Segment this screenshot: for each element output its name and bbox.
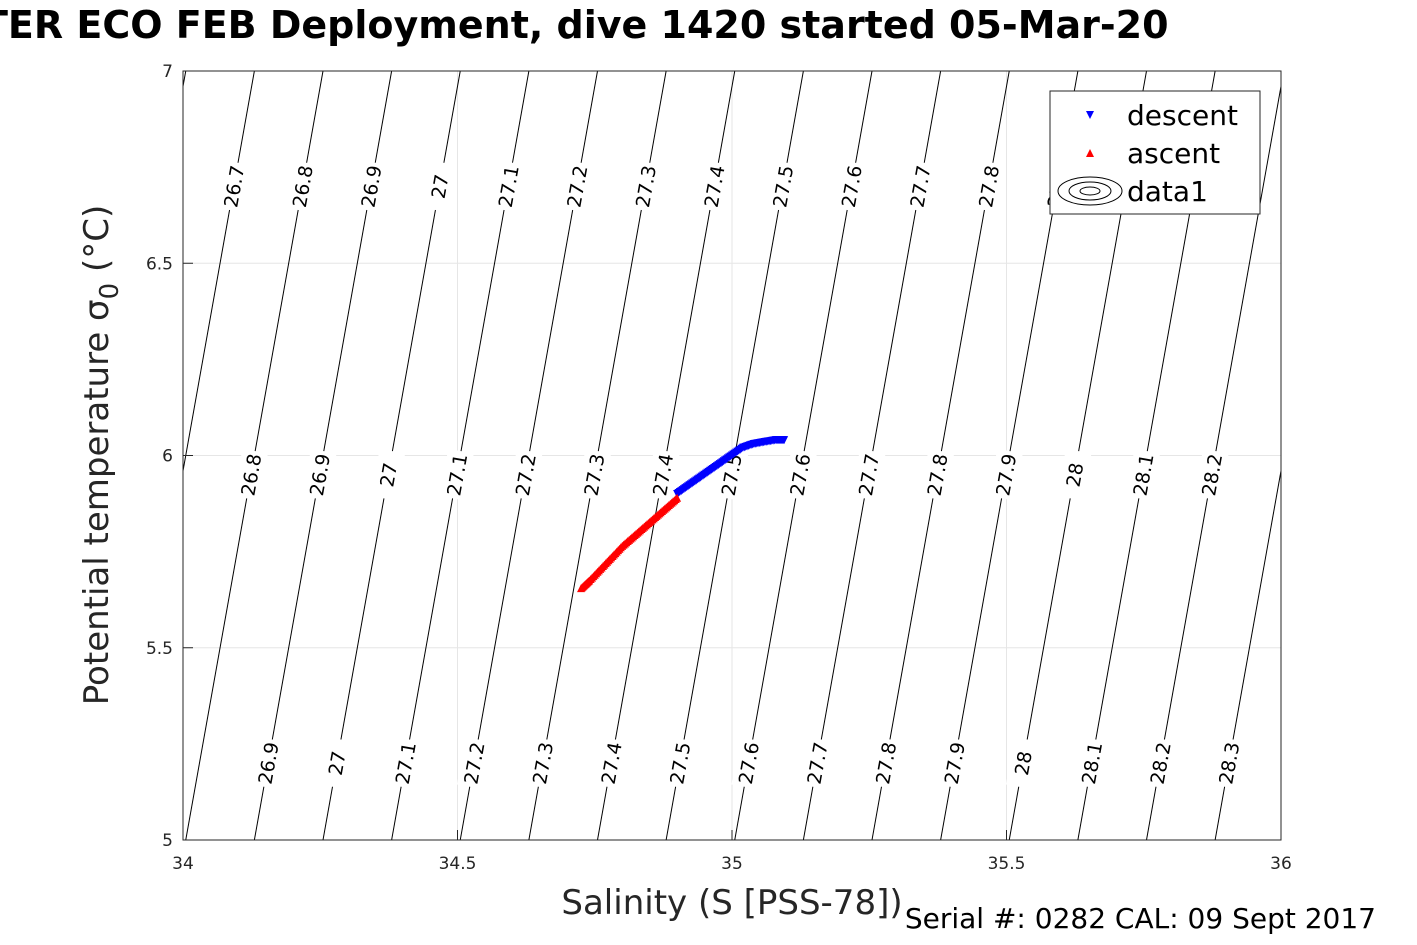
contour-label: 27 (428, 173, 454, 201)
contour-label-bg (1057, 448, 1092, 501)
data-point (1086, 149, 1094, 157)
contour-line (1352, 71, 1417, 840)
contour-label-bg (251, 737, 286, 790)
contour-label-bg (388, 737, 423, 790)
contour-label-bg (920, 448, 955, 501)
x-tick-label: 35.5 (988, 854, 1026, 874)
contour-label: 28 (1062, 461, 1088, 489)
contour-label-bg (800, 737, 835, 790)
legend: descent ascent data1 (1049, 90, 1261, 215)
axis-ticks: 34 34.5 35 35.5 36 5 5.5 6 6.5 7 (146, 62, 1292, 874)
y-axis-label-subscript: 0 (95, 283, 125, 300)
contour-label-bg (302, 448, 337, 501)
contour-label-bg (577, 448, 612, 501)
contour-label-bg (1143, 737, 1178, 790)
contour-label-bg (765, 160, 800, 213)
legend-box (1049, 90, 1261, 215)
contour-label-bg (216, 160, 251, 213)
contour-label-bg (662, 737, 697, 790)
contour-label-bg (731, 737, 766, 790)
contour-label-bg (988, 448, 1023, 501)
legend-label: data1 (1127, 175, 1208, 208)
footer-serial: Serial #: 0282 CAL: 09 Sept 2017 (905, 902, 1376, 935)
contour-label-bg (1126, 448, 1161, 501)
legend-items: descent ascent data1 (1057, 99, 1238, 208)
y-axis-label: Potential temperature σ0 (°C) (77, 205, 125, 705)
legend-label: ascent (1127, 137, 1220, 170)
contour-label: 27 (325, 749, 351, 777)
x-axis-label: Salinity (S [PSS-78]) (561, 883, 902, 923)
contour-label-bg (456, 737, 491, 790)
contour-label-bg (782, 448, 817, 501)
contour-label-bg (525, 737, 560, 790)
contour-label-bg (628, 160, 663, 213)
contour-label-bg (559, 160, 594, 213)
contour-label: 28 (1011, 749, 1037, 777)
x-tick-label: 35 (721, 854, 743, 874)
contour-label-bg (645, 448, 680, 501)
contour-label-bg (903, 160, 938, 213)
chart-title-text: TER ECO FEB Deployment, dive 1420 starte… (0, 3, 1169, 47)
legend-contour-icon (1057, 176, 1123, 206)
contour-label-bg (354, 160, 389, 213)
contour-label-bg (594, 737, 629, 790)
y-tick-label: 7 (162, 62, 173, 82)
contour-label-bg (371, 448, 406, 501)
series-ascent (577, 493, 682, 593)
contour-label-bg (851, 448, 886, 501)
x-tick-label: 36 (1270, 854, 1292, 874)
contour-label-bg (439, 448, 474, 501)
contour-label-bg (1074, 737, 1109, 790)
y-axis-label-unit: (°C) (77, 205, 117, 272)
y-tick-label: 5.5 (146, 639, 173, 659)
contour-label-bg (1211, 737, 1246, 790)
series-descent (673, 436, 789, 498)
contour-label-bg (491, 160, 526, 213)
contour-label-bg (233, 448, 268, 501)
x-tick-label: 34 (172, 854, 194, 874)
contour-label-bg (285, 160, 320, 213)
contour-label-bg (697, 160, 732, 213)
legend-label: descent (1127, 99, 1238, 132)
contour-line (1284, 71, 1417, 840)
data-point (577, 584, 586, 593)
contour-label-bg (868, 737, 903, 790)
data-point (1086, 111, 1094, 119)
y-tick-label: 6 (162, 447, 173, 467)
y-tick-label: 6.5 (146, 254, 173, 274)
contour-line (1214, 468, 1281, 840)
contour-label-bg (508, 448, 543, 501)
contour-label-bg (1005, 737, 1040, 790)
contour-label-bg (834, 160, 869, 213)
contour-label-bg (937, 737, 972, 790)
contour-label-bg (971, 160, 1006, 213)
data-series (577, 436, 789, 593)
contour-label-bg (1194, 448, 1229, 501)
contour-label-bg (422, 160, 457, 213)
y-tick-label: 5 (162, 831, 173, 851)
x-tick-label: 34.5 (439, 854, 477, 874)
y-axis-label-space (77, 272, 117, 283)
y-axis-label-main: Potential temperature σ (77, 299, 117, 705)
contour-label-bg (319, 737, 354, 790)
contour-label: 27 (376, 461, 402, 489)
